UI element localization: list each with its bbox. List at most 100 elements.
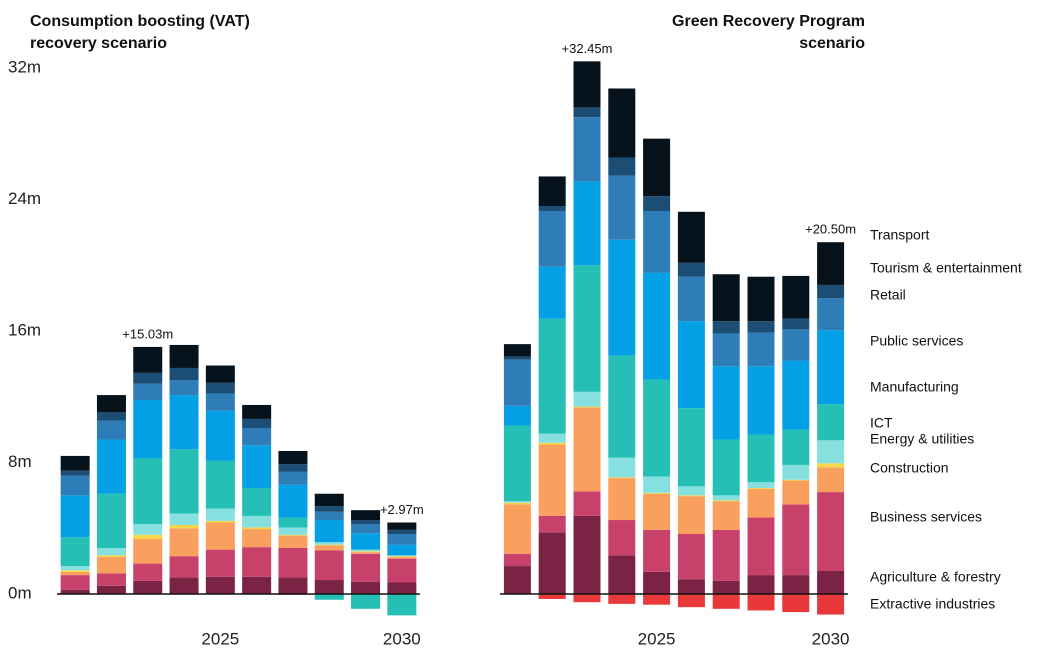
bar-segment [712,366,740,440]
bar-segment [712,333,740,367]
bar-segment [351,551,381,553]
bar-segment [205,460,235,509]
bar-segment [314,542,344,545]
bar-segment [608,520,636,556]
bar-segment [278,534,308,536]
bar-segment [782,275,810,319]
bar-segment [677,579,705,595]
bar-segment [643,529,671,572]
bar-segment [278,464,308,472]
bar-segment [503,344,531,357]
chart-title: scenario [799,35,865,52]
bar-segment [677,495,705,497]
x-tick-label: 2030 [383,629,421,648]
bar-segment [712,321,740,334]
bar-segment [747,575,775,595]
bar-segment [242,418,272,428]
legend-entry: Public services [870,333,963,349]
bar-segment [169,395,199,450]
bar-segment [817,298,845,331]
bar-segment [503,502,531,505]
bar-segment [242,527,272,530]
bar-segment [387,544,417,556]
chart-title: Consumption boosting (VAT) [30,13,250,30]
bar-segment [573,107,601,118]
bar-segment [96,493,126,548]
legend-entry: Tourism & entertainment [870,260,1022,276]
bar-segment [242,547,272,577]
bar-segment [643,476,671,493]
bar-segment [677,321,705,409]
bar-segment [314,511,344,521]
bar-segment [782,360,810,430]
bar-segment [817,594,845,615]
bar-segment [133,563,163,581]
bar-segment [351,553,381,582]
bar-segment [573,265,601,392]
bar-segment [387,558,417,583]
bar-segment [387,534,417,545]
bar-segment [60,537,90,567]
bar-segment [643,379,671,477]
bar-segment [608,594,636,604]
bar-segment [538,442,566,445]
bar-segment [387,557,417,559]
bar-segment [608,477,636,479]
bar-segment [96,439,126,494]
bar-segment [133,383,163,401]
bar-segment [747,332,775,367]
bar-segment [242,487,272,516]
bar-segment [503,356,531,360]
bar-segment [677,211,705,263]
bar-segment [133,400,163,459]
bar-segment [205,520,235,523]
bar-segment [817,284,845,299]
x-tick-label: 2030 [812,629,850,648]
bar-segment [643,210,671,273]
bar-segment [314,580,344,595]
bar-segment [643,571,671,595]
bar-segment [643,492,671,494]
bar-segment [387,522,417,530]
bar-segment [351,581,381,595]
bar-segment [387,556,417,558]
bar-segment [538,532,566,595]
bar-segment [538,210,566,267]
bar-segment [351,594,381,609]
bar-segment [96,555,126,558]
bar-segment [573,515,601,595]
bar-segment [205,549,235,577]
bar-segment [60,455,90,471]
bar-segment [314,594,344,600]
bar-segment [608,555,636,595]
bar-segment [351,533,381,550]
bar-segment [205,522,235,550]
bar-segment [503,425,531,502]
bar-segment [747,487,775,489]
bar-segment [712,495,740,501]
x-tick-label: 2025 [638,629,676,648]
bar-segment [712,439,740,496]
annotation: +20.50m [805,222,856,237]
bar-segment [205,576,235,595]
bar-segment [169,344,199,368]
bar-segment [96,547,126,556]
bar-segment [538,594,566,599]
bar-segment [205,365,235,383]
bar-segment [573,117,601,182]
bar-segment [96,573,126,586]
bar-segment [387,555,417,557]
bar-segment [96,557,126,574]
annotation: +15.03m [122,326,173,341]
bar-segment [60,566,90,571]
bar-segment [351,549,381,552]
bar-segment [169,380,199,396]
legend-entry: ICT [870,415,893,431]
bar-segment [314,493,344,507]
bar-segment [712,274,740,322]
bar-segment [60,571,90,576]
bar-segment [608,157,636,176]
bar-segment [503,553,531,567]
bar-segment [817,440,845,464]
